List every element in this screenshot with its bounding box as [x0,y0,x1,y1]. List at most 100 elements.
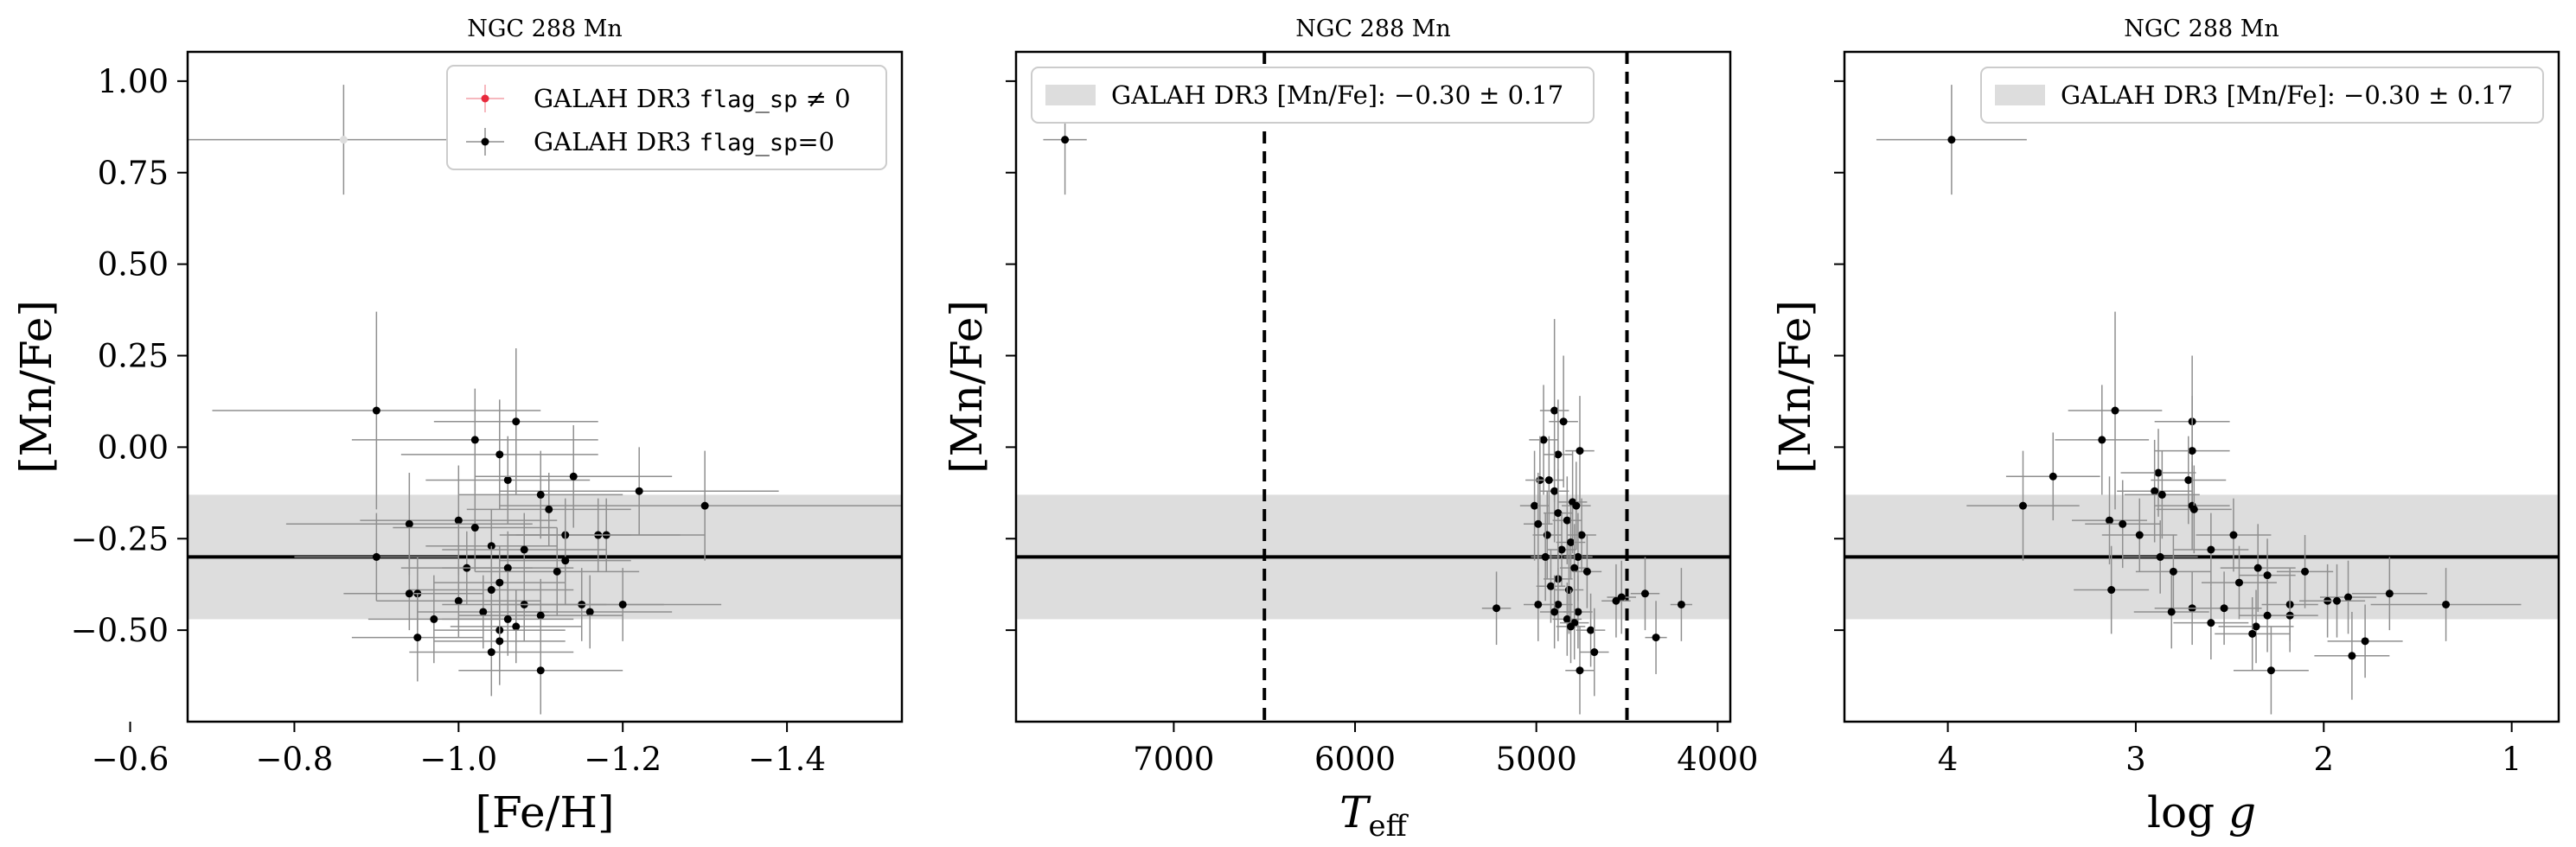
legend-box [1980,67,2544,124]
marker [1570,564,1579,572]
marker [2252,622,2260,631]
x-tick-label: 6000 [1314,741,1396,778]
data-point [1670,568,1692,641]
x-tick-label: −1.2 [584,741,662,778]
plot-area [188,85,902,715]
marker [1590,648,1599,657]
marker [1554,600,1563,608]
marker [1587,626,1595,634]
marker [2442,600,2451,608]
y-tick-label: −0.25 [71,520,169,557]
data-point [1519,450,1550,561]
data-point [393,483,558,572]
y-tick-label: 0.25 [98,338,169,375]
marker [2207,545,2215,554]
marker [1554,509,1563,518]
y-axis-label: [Mn/Fe] [1770,300,1820,474]
data-point [466,473,631,546]
marker [2263,571,2272,580]
marker [1564,586,1573,595]
marker [487,586,495,595]
data-point [351,388,598,492]
marker [2248,629,2257,638]
data-point [2327,604,2403,678]
data-point [2124,450,2200,539]
data-point [2085,480,2161,569]
marker [2344,593,2353,602]
marker [339,136,348,144]
y-tick-label: 0.50 [98,246,169,283]
axes-frame [186,50,904,723]
x-tick-label: −1.0 [419,741,497,778]
data-point [1576,593,1606,667]
marker [2107,586,2116,595]
plot-area [1016,52,1730,722]
data-point [442,583,574,656]
marker [618,600,627,608]
data-point [2202,545,2277,620]
marker [520,545,528,554]
marker [2361,637,2369,646]
data-point [1552,583,1582,656]
marker [1574,552,1582,561]
axes-frame [1014,50,1732,723]
marker [1567,622,1576,631]
data-point [2220,524,2296,612]
marker [1550,608,1559,616]
marker [2189,505,2198,513]
legend-band-swatch [1045,85,1096,105]
marker [372,552,380,561]
marker [1947,136,1956,144]
data-point [2074,545,2150,634]
data-point [2068,311,2163,510]
marker [1577,531,1586,539]
data-point [2055,385,2150,495]
marker [2049,472,2057,481]
marker [2234,578,2243,587]
legend-label: GALAH DR3 [Mn/Fe]: −0.30 ± 0.17 [1111,80,1563,110]
data-point [2276,535,2334,608]
marker [454,516,463,525]
marker [2184,475,2193,484]
data-point [294,513,459,602]
legend-band-swatch [1995,85,2045,105]
x-axis-label: Teff [1339,787,1409,844]
data-point [458,450,623,539]
data-point [1043,85,1087,195]
x-tick-label: 5000 [1496,741,1577,778]
marker [405,589,413,598]
marker [536,666,545,675]
marker [2154,468,2163,477]
marker [2156,552,2164,561]
marker [1541,552,1550,561]
legend-marker [481,94,489,103]
marker [2301,567,2310,576]
data-point [2319,560,2377,634]
data-point [2370,568,2522,641]
marker [495,637,504,646]
x-tick-label: 4 [1938,741,1959,778]
data-point [2308,564,2366,638]
marker [1543,531,1551,539]
marker [512,417,521,426]
data-point [1529,385,1558,495]
y-tick-label: −0.50 [71,612,169,649]
marker [585,608,594,616]
marker [2333,596,2342,605]
marker [569,472,578,481]
legend-box [1031,67,1595,124]
marker [553,567,561,576]
x-tick-label: 2 [2314,741,2335,778]
marker [470,524,479,532]
data-point [351,593,483,682]
marker [1559,417,1568,426]
marker [2167,608,2176,616]
marker [2263,611,2272,620]
marker [1546,582,1555,590]
marker [2220,604,2228,613]
panel-title: NGC 288 Mn [467,16,623,42]
legend-label: GALAH DR3 flag_sp ≠ 0 [534,84,851,113]
data-point [475,527,640,616]
marker [2229,531,2238,539]
